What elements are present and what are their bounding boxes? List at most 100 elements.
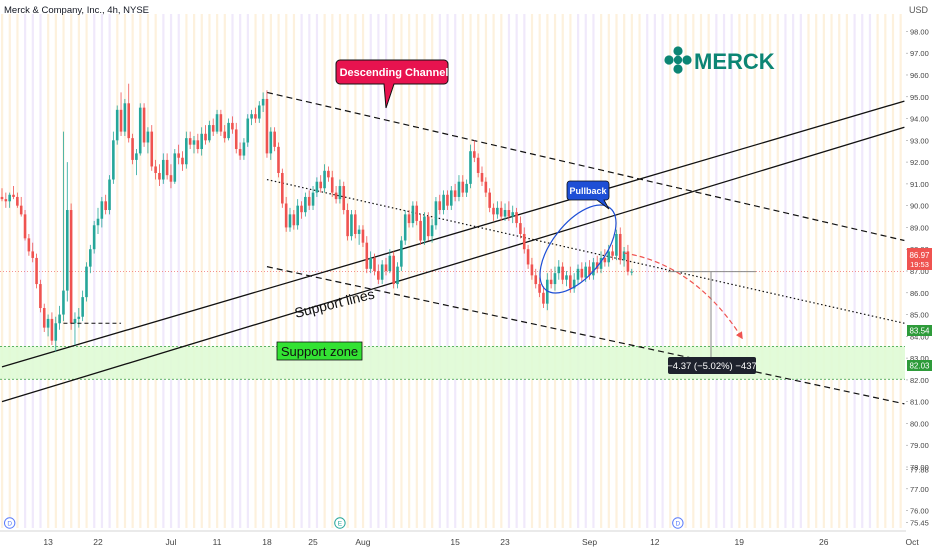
session-band xyxy=(1,14,4,528)
candle-body xyxy=(307,196,311,206)
candle xyxy=(23,210,27,241)
candle xyxy=(150,125,154,171)
session-band xyxy=(845,14,848,528)
candle xyxy=(507,201,511,221)
candle-body xyxy=(142,107,146,143)
candle xyxy=(77,308,81,328)
candle xyxy=(373,253,376,276)
y-tick-label: 96.00 xyxy=(910,71,929,80)
candle xyxy=(419,214,422,245)
session-band xyxy=(354,14,357,528)
candle xyxy=(330,170,334,197)
candle xyxy=(465,179,468,197)
y-tick-label: 87.00 xyxy=(910,267,929,276)
candle xyxy=(307,190,311,211)
channel-mid-line xyxy=(266,178,905,324)
x-tick-label: 11 xyxy=(213,537,222,547)
session-band xyxy=(899,14,902,528)
countdown-timer: 19:53 xyxy=(910,260,929,269)
session-band xyxy=(822,14,825,528)
candle-body xyxy=(580,268,584,278)
y-tick-label: 75.45 xyxy=(910,519,929,528)
candle-body xyxy=(334,192,338,200)
y-tick-label: 91.00 xyxy=(910,180,929,189)
candle-body xyxy=(492,207,495,215)
candle xyxy=(54,316,58,352)
candle-body xyxy=(357,229,361,234)
candle-body xyxy=(246,118,250,143)
session-band xyxy=(707,14,710,528)
session-band xyxy=(24,14,27,528)
session-band xyxy=(254,14,257,528)
session-band xyxy=(39,14,42,528)
candle-body xyxy=(373,257,376,271)
candle xyxy=(346,203,349,241)
candle xyxy=(58,305,61,330)
candle-body xyxy=(8,194,11,202)
session-band xyxy=(47,14,50,528)
zone-bottom-value: 82.03 xyxy=(909,362,930,371)
session-band xyxy=(231,14,234,528)
candle-body xyxy=(58,314,61,324)
candle-body xyxy=(161,159,165,180)
x-tick-label: 15 xyxy=(450,537,460,547)
session-band xyxy=(200,14,203,528)
candle-body xyxy=(177,153,180,158)
candle-body xyxy=(39,284,42,309)
session-band xyxy=(646,14,649,528)
candle-body xyxy=(426,216,430,237)
candle-body xyxy=(611,251,614,256)
candle xyxy=(165,153,169,180)
candle-body xyxy=(618,233,622,261)
session-band xyxy=(477,14,480,528)
candle-body xyxy=(584,266,587,278)
candle xyxy=(92,220,96,254)
candle-body xyxy=(112,140,115,180)
candle-body xyxy=(572,279,576,289)
session-band xyxy=(776,14,779,528)
y-tick-label: 95.00 xyxy=(910,93,929,102)
candle xyxy=(119,92,123,136)
candle-body xyxy=(461,181,465,193)
candle-body xyxy=(238,149,242,156)
zone-bottom-badge: 82.03 xyxy=(907,360,932,371)
session-band xyxy=(661,14,664,528)
session-band xyxy=(408,14,411,528)
candle-body xyxy=(165,159,169,176)
candle xyxy=(4,192,8,208)
session-band xyxy=(208,14,211,528)
candle xyxy=(277,142,280,178)
y-tick-label: 78.00 xyxy=(910,463,929,472)
candle-body xyxy=(526,249,530,265)
session-band xyxy=(492,14,495,528)
candle-body xyxy=(315,181,319,193)
session-band xyxy=(239,14,242,528)
candle-body xyxy=(181,157,184,165)
candle-body xyxy=(457,181,461,197)
candle xyxy=(396,262,399,289)
session-band xyxy=(146,14,150,528)
candle xyxy=(361,225,365,248)
candle xyxy=(250,109,253,126)
candle-body xyxy=(104,201,107,211)
candle-body xyxy=(265,98,269,154)
x-tick-label: Jul xyxy=(166,537,177,547)
candle-body xyxy=(261,98,265,106)
candle-body xyxy=(269,131,273,154)
x-tick-label: 19 xyxy=(735,537,745,547)
candle-body xyxy=(361,229,365,243)
candle-body xyxy=(185,138,188,165)
event-marker-letter: D xyxy=(675,521,680,528)
session-band xyxy=(699,14,703,528)
candle xyxy=(492,203,495,221)
session-band xyxy=(323,14,326,528)
candle xyxy=(12,186,15,200)
candle-body xyxy=(77,316,81,319)
session-band xyxy=(116,14,119,528)
candle xyxy=(576,264,580,285)
y-axis-bg xyxy=(906,0,932,550)
candle xyxy=(426,212,430,241)
candle xyxy=(353,210,357,239)
candle-body xyxy=(150,131,154,167)
